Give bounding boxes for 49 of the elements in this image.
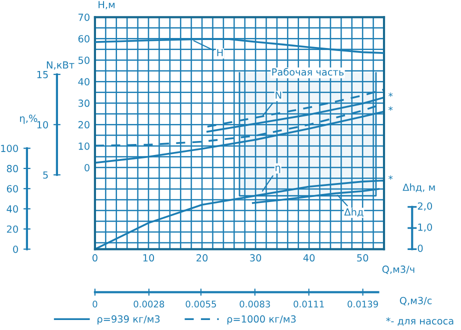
y-tick-label: 60 [78,35,90,42]
y-axis-title: H,м [98,1,115,10]
x-tick-label: 30 [250,254,262,262]
x-tick-label: 20 [196,254,208,262]
x2-tick-label: 0.0139 [348,300,378,308]
y-tick-label: 70 [78,14,90,21]
y-tick-label: 0 [84,164,90,172]
y2-tick-label: 15 [37,71,48,78]
y-tick-label: 30 [78,100,90,107]
y3-tick-label: 20 [6,225,18,233]
y-tick-label: 20 [78,121,90,128]
legend-label: ρ=1000 кг/м3 [227,315,296,325]
y3-tick-label: 80 [6,164,18,172]
annotation: N [276,92,282,99]
y-tick-label: 40 [78,78,90,86]
legend-label: ρ=939 кг/м3 [98,315,160,325]
annotation: H [217,49,223,56]
text: Δhд, м [402,183,435,192]
x-tick-label: 50 [357,254,368,262]
y3-tick-label: 100 [1,144,18,152]
y3-tick-label: 40 [6,205,18,213]
text: *- для насоса [386,317,454,326]
x2-tick-label: 0.0028 [134,300,164,308]
y2-tick-label: 5 [43,171,48,179]
text: * [388,106,393,111]
y3-axis-title: η,% [20,114,38,124]
y3-tick-label: 0 [13,246,18,253]
x2-tick-label: 0.0083 [240,300,270,308]
x2-tick-label: 0.0055 [186,300,216,308]
text: * [388,175,393,180]
y2-axis-title: N,кВт [46,61,74,70]
y-tick-label: 10 [78,142,90,150]
annotation: η [276,166,280,174]
x2-axis-title: Q,м3/с [400,296,432,306]
y2-tick-label: 10 [37,121,48,128]
x2-tick-label: 0.0111 [294,300,324,308]
x-tick-label: 0 [92,254,98,262]
x2-tick-label: 0 [92,300,98,308]
band-label: Рабочая часть [272,68,344,76]
y3-tick-label: 60 [6,185,18,192]
y-tick-label: 50 [78,56,90,64]
x-axis-title: Q,м3/ч [382,266,414,274]
x-tick-label: 40 [303,254,315,262]
x-tick-label: 10 [143,254,154,262]
text: 2,0 [418,202,432,211]
text: 0 [418,244,423,252]
annotation: Δhд [344,208,364,217]
text: 1,0 [418,223,432,232]
text: * [388,92,393,97]
